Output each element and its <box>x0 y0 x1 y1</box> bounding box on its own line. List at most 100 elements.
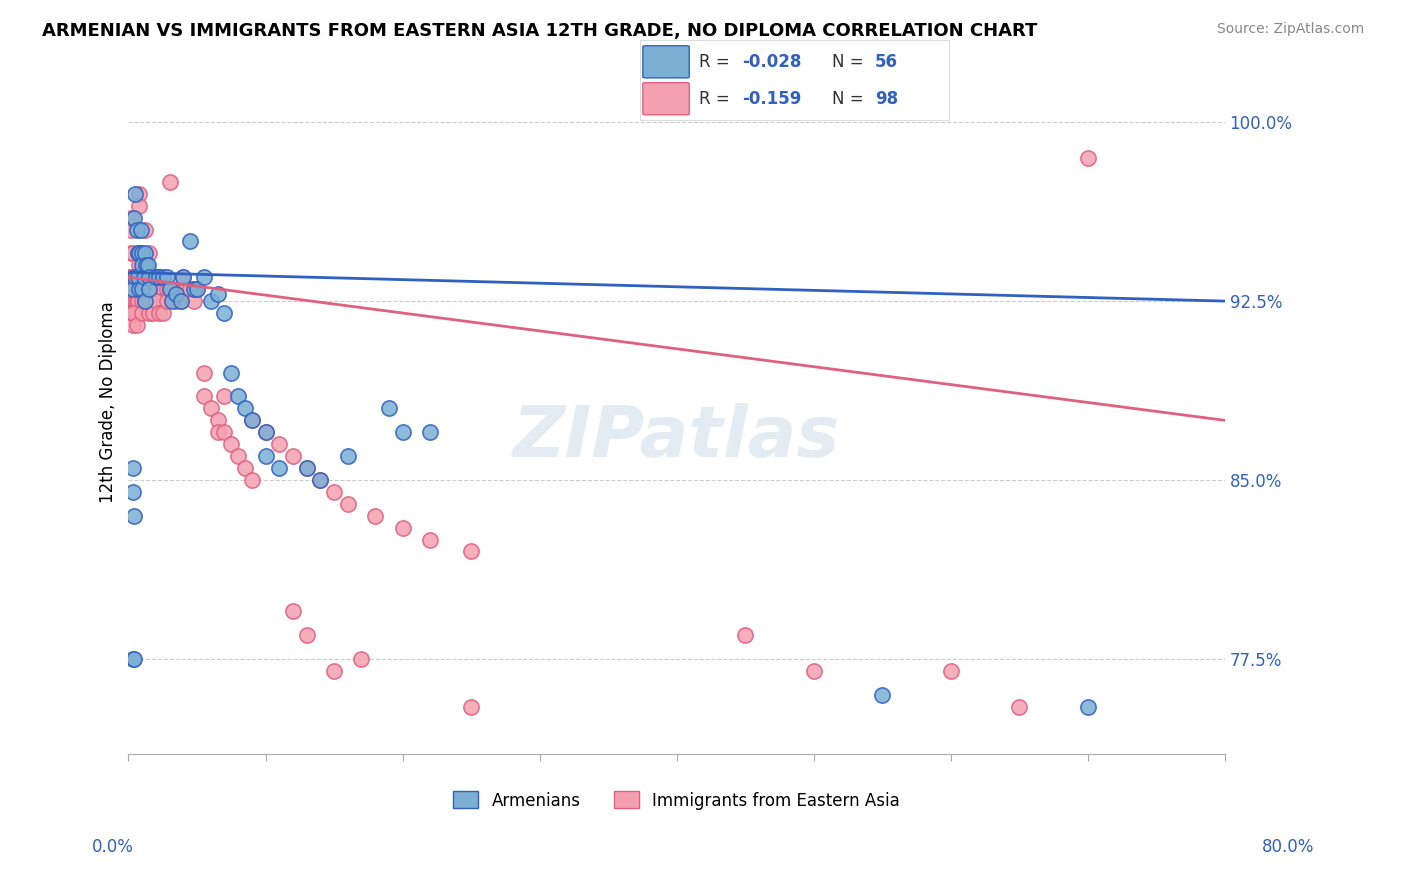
Point <box>127 270 149 285</box>
Text: N =: N = <box>831 90 869 108</box>
Point <box>165 294 187 309</box>
Point <box>120 222 142 236</box>
FancyBboxPatch shape <box>643 45 689 78</box>
Point <box>156 282 179 296</box>
Point <box>156 294 179 309</box>
Point <box>121 246 143 260</box>
Point <box>122 211 145 225</box>
Point <box>269 461 291 475</box>
Point <box>145 282 167 296</box>
Point <box>121 652 143 666</box>
Point <box>128 199 150 213</box>
Point <box>152 294 174 309</box>
Point <box>162 282 184 296</box>
Point <box>1008 699 1031 714</box>
Point <box>152 282 174 296</box>
Point <box>148 270 170 285</box>
Point <box>214 389 236 403</box>
Point <box>172 270 194 285</box>
Text: R =: R = <box>699 53 734 70</box>
Point <box>142 282 165 296</box>
Point <box>128 186 150 201</box>
Point <box>118 270 141 285</box>
Point <box>254 449 277 463</box>
Point <box>336 497 359 511</box>
Point <box>118 294 141 309</box>
Point <box>200 294 222 309</box>
Point <box>460 699 482 714</box>
Point <box>183 294 205 309</box>
Point <box>281 604 304 618</box>
Point <box>124 270 146 285</box>
Point <box>183 282 205 296</box>
Point <box>136 258 159 272</box>
Point <box>128 246 150 260</box>
Point <box>460 544 482 558</box>
Point <box>186 282 208 296</box>
Point <box>323 484 346 499</box>
Point <box>135 282 157 296</box>
Point <box>127 246 149 260</box>
Point <box>269 437 291 451</box>
Legend: Armenians, Immigrants from Eastern Asia: Armenians, Immigrants from Eastern Asia <box>447 785 907 816</box>
Point <box>186 282 208 296</box>
Point <box>121 294 143 309</box>
Point <box>121 318 143 332</box>
Point <box>870 688 893 702</box>
Point <box>121 282 143 296</box>
Point <box>125 294 148 309</box>
Point <box>131 294 153 309</box>
Point <box>117 270 139 285</box>
Point <box>391 425 413 440</box>
Text: ZIPatlas: ZIPatlas <box>513 403 841 472</box>
Point <box>124 270 146 285</box>
Point <box>200 401 222 416</box>
Text: Source: ZipAtlas.com: Source: ZipAtlas.com <box>1216 22 1364 37</box>
Point <box>159 175 181 189</box>
Point <box>378 401 401 416</box>
Point <box>240 473 263 487</box>
Point <box>124 186 146 201</box>
Point <box>129 222 152 236</box>
Point <box>295 461 318 475</box>
Point <box>131 270 153 285</box>
Text: 80.0%: 80.0% <box>1263 838 1315 855</box>
Point <box>145 294 167 309</box>
Point <box>1077 151 1099 165</box>
Point <box>122 508 145 523</box>
Point <box>391 521 413 535</box>
Point <box>254 425 277 440</box>
Point <box>233 401 256 416</box>
Point <box>193 270 215 285</box>
Point <box>127 270 149 285</box>
Point <box>152 306 174 320</box>
Point <box>121 306 143 320</box>
Point <box>138 306 160 320</box>
Point <box>121 282 143 296</box>
Point <box>165 287 187 301</box>
Point <box>939 664 962 678</box>
Point <box>142 306 165 320</box>
Point <box>131 246 153 260</box>
Point <box>125 318 148 332</box>
Point <box>172 270 194 285</box>
Text: -0.028: -0.028 <box>742 53 801 70</box>
Point <box>281 449 304 463</box>
Point <box>128 258 150 272</box>
Point <box>127 282 149 296</box>
Point <box>121 461 143 475</box>
Point <box>117 270 139 285</box>
Point <box>138 270 160 285</box>
Point <box>219 437 242 451</box>
Point <box>120 246 142 260</box>
Point <box>120 211 142 225</box>
Point <box>226 449 249 463</box>
FancyBboxPatch shape <box>643 83 689 115</box>
Point <box>138 282 160 296</box>
Point <box>134 294 156 309</box>
Point <box>122 282 145 296</box>
Point <box>152 270 174 285</box>
Point <box>127 294 149 309</box>
Point <box>295 461 318 475</box>
Point <box>125 306 148 320</box>
